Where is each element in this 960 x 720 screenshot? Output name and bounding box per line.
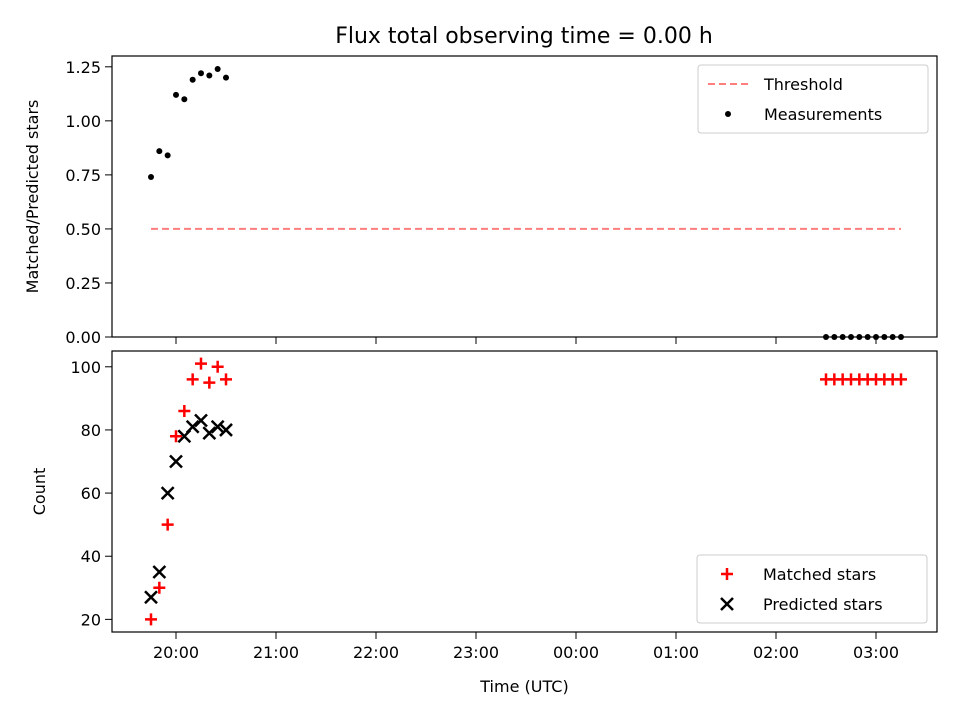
data-point — [220, 373, 232, 386]
data-point — [164, 152, 171, 159]
y-tick-label: 40 — [81, 547, 101, 566]
data-point — [160, 486, 175, 500]
data-point — [202, 426, 217, 440]
legend: Threshold Measurements — [697, 64, 929, 134]
data-point — [203, 376, 216, 389]
data-point — [181, 96, 188, 103]
data-point — [169, 454, 183, 469]
legend-swatch — [720, 597, 734, 611]
data-point — [178, 404, 191, 417]
legend-box — [697, 64, 929, 134]
legend-label: Threshold — [763, 75, 843, 94]
data-point — [223, 74, 229, 81]
x-tick-label: 01:00 — [653, 643, 699, 662]
data-point — [211, 360, 224, 373]
x-tick-label: 20:00 — [153, 643, 199, 662]
data-point — [895, 373, 907, 386]
series-predicted-stars — [144, 413, 233, 605]
data-point — [148, 174, 154, 181]
legend-label: Matched stars — [763, 565, 876, 584]
data-point — [161, 518, 174, 531]
x-tick-label: 23:00 — [453, 643, 499, 662]
data-point — [219, 423, 233, 437]
x-axis-label: Time (UTC) — [479, 677, 568, 696]
bottom-panel: 20 40 60 80 100 20:00 21:00 22:00 23:00 00:00 01:0… — [30, 350, 938, 696]
data-point — [195, 357, 207, 370]
y-axis-label: Count — [30, 468, 49, 516]
data-point — [144, 590, 158, 605]
data-point — [189, 76, 196, 83]
y-tick-label: 80 — [81, 421, 101, 440]
data-point — [185, 419, 200, 434]
y-tick-label: 20 — [81, 610, 101, 629]
x-tick-label: 03:00 — [853, 643, 899, 662]
y-tick-label: 100 — [70, 358, 101, 377]
x-tick-label: 00:00 — [553, 643, 599, 662]
y-tick-label: 1.25 — [65, 58, 101, 77]
legend-label: Predicted stars — [763, 595, 883, 614]
y-tick-label: 0.25 — [65, 274, 101, 293]
legend: Matched stars Predicted stars — [696, 554, 928, 624]
data-point — [206, 72, 213, 79]
plot-frame — [111, 55, 938, 338]
x-tick-label: 21:00 — [253, 643, 299, 662]
data-point — [198, 70, 204, 77]
data-point — [210, 419, 225, 434]
x-tick-label: 22:00 — [353, 643, 399, 662]
data-point — [194, 413, 208, 428]
legend-swatch — [725, 111, 731, 117]
data-point — [173, 91, 179, 98]
y-axis-label: Matched/Predicted stars — [23, 100, 42, 294]
chart-title: Flux total observing time = 0.00 h — [335, 24, 713, 49]
series-matched-stars — [145, 357, 907, 626]
y-tick-label: 60 — [81, 484, 101, 503]
data-point — [153, 581, 166, 594]
data-point — [170, 430, 182, 443]
plot-frame — [111, 350, 938, 633]
y-tick-label: 0.75 — [65, 166, 101, 185]
top-panel: 0.00 0.25 0.50 0.75 1.00 1.25 Matched/Predicte… — [23, 55, 938, 347]
legend-swatch — [721, 568, 733, 580]
data-point — [145, 613, 157, 626]
data-point — [156, 148, 163, 155]
y-tick-label: 0.00 — [65, 328, 101, 347]
data-point — [214, 65, 221, 72]
y-tick-label: 1.00 — [65, 112, 101, 131]
y-tick-label: 0.50 — [65, 220, 101, 239]
data-point — [186, 373, 199, 386]
data-point — [152, 565, 167, 579]
legend-label: Measurements — [764, 105, 882, 124]
legend-box — [696, 554, 928, 624]
x-tick-label: 02:00 — [753, 643, 799, 662]
